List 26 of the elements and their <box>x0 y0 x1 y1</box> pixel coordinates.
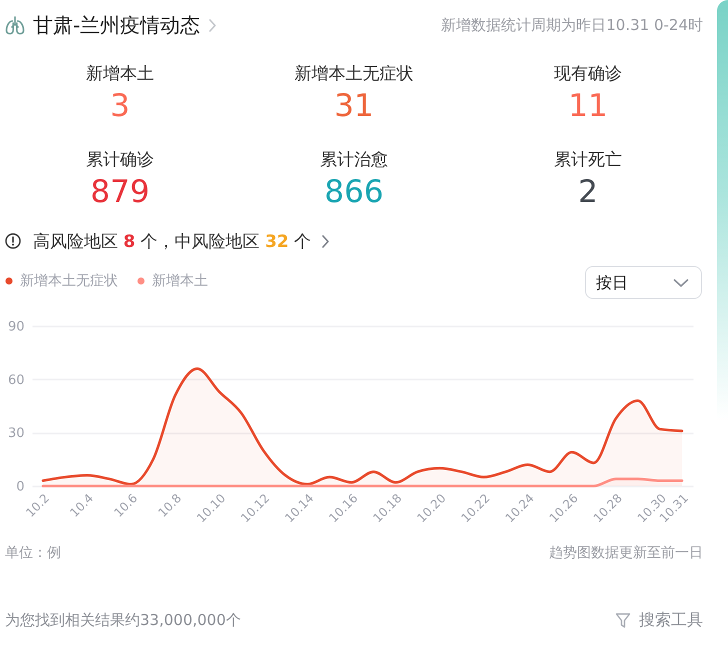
y-tick-label: 60 <box>8 372 24 388</box>
data-label: 866 <box>324 174 384 210</box>
data-label: 3 <box>110 88 130 124</box>
category-label: 新增本土 <box>86 63 154 86</box>
legend-label: 新增本土无症状 <box>20 273 118 289</box>
data-label: 2 <box>578 174 598 210</box>
y-tick-label: 90 <box>8 320 24 334</box>
data-label: 11 <box>568 88 608 124</box>
text: 新增数据统计周期为昨日10.31 0-24时 <box>441 15 703 35</box>
category-label: 累计确诊 <box>86 149 154 172</box>
legend-label: 新增本土 <box>152 273 208 289</box>
y-tick-label: 30 <box>8 426 24 442</box>
category-label: 累计治愈 <box>320 149 388 172</box>
category-label: 累计死亡 <box>554 149 622 172</box>
text: 搜索工具 <box>639 610 703 630</box>
data-label: 31 <box>334 88 374 124</box>
text: 单位：例 <box>5 544 61 563</box>
category-label: 现有确诊 <box>554 63 622 86</box>
data-label: 879 <box>90 174 150 210</box>
y-tick-label: 0 <box>16 480 24 494</box>
text: 为您找到相关结果约33,000,000个 <box>5 610 241 631</box>
text: 趋势图数据更新至前一日 <box>549 544 703 563</box>
text: 甘肃-兰州疫情动态 <box>33 12 200 38</box>
dropdown-field: 按日 <box>585 266 702 299</box>
category-label: 新增本土无症状 <box>294 63 414 86</box>
text: 高风险地区 8 个，中风险地区 32 个 <box>33 232 312 252</box>
